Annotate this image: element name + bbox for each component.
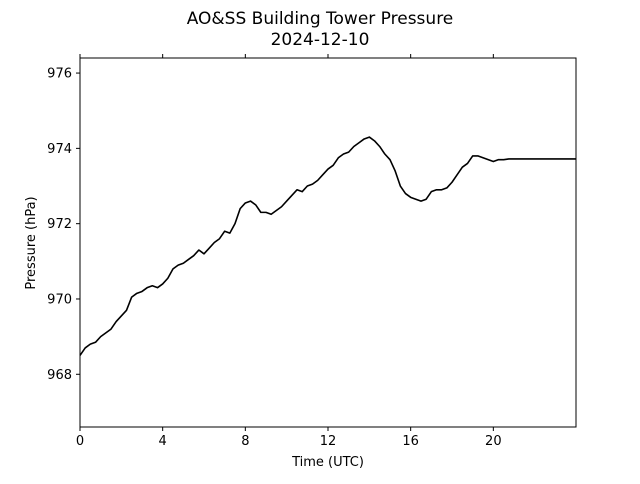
- plot-background: [80, 58, 576, 427]
- y-tick-label: 970: [47, 292, 72, 307]
- x-tick-label: 16: [402, 434, 419, 449]
- y-tick-label: 974: [47, 142, 72, 157]
- x-tick-label: 12: [320, 434, 337, 449]
- plot-area: [79, 57, 577, 428]
- axis-ticks: 0 4 8 12 16 20 968 970 972 974 976: [47, 54, 502, 449]
- y-tick-label: 976: [47, 67, 72, 82]
- chart-title: AO&SS Building Tower Pressure: [187, 9, 454, 29]
- y-tick-label: 972: [47, 217, 72, 232]
- x-tick-label: 20: [485, 434, 502, 449]
- y-tick-label: 968: [47, 368, 72, 383]
- x-tick-label: 8: [241, 434, 249, 449]
- x-tick-label: 4: [159, 434, 167, 449]
- chart-subtitle: 2024-12-10: [271, 30, 370, 50]
- y-axis-label: Pressure (hPa): [24, 196, 39, 289]
- x-axis-label: Time (UTC): [291, 455, 364, 470]
- series-line-0: [79, 136, 576, 356]
- x-tick-label: 0: [76, 434, 84, 449]
